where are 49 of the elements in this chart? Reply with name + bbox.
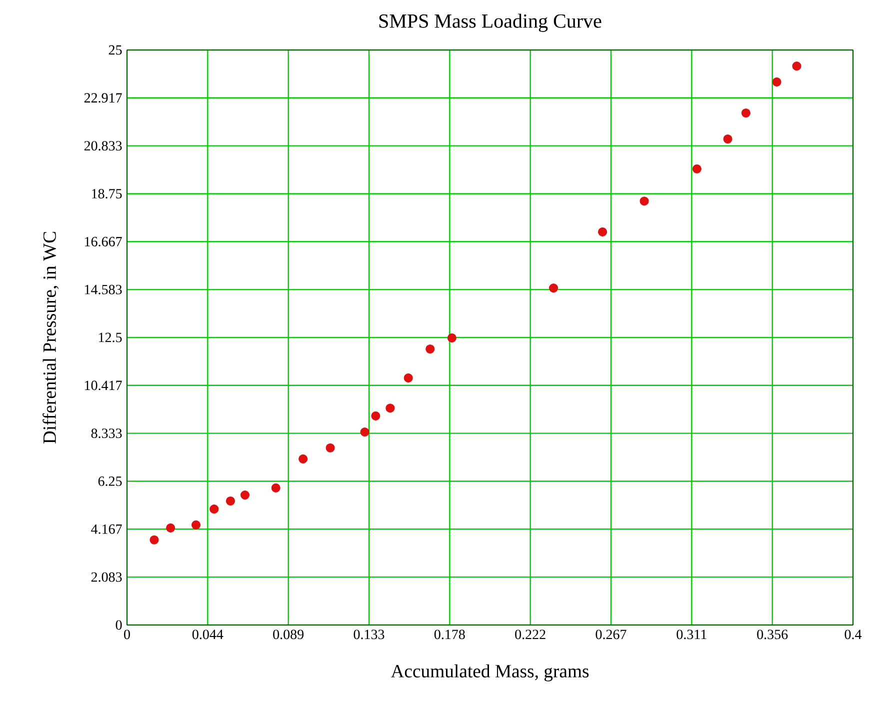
point xyxy=(548,284,558,293)
y-tick-label: 8.333 xyxy=(91,428,122,438)
point xyxy=(326,443,335,452)
y-tick-label: 12.5 xyxy=(99,332,122,342)
x-tick-label: 0.133 xyxy=(354,630,384,640)
point xyxy=(772,77,782,86)
point xyxy=(240,490,250,500)
y-tick-label: 4.167 xyxy=(91,524,122,534)
x-axis-title: Accumulated Mass, grams xyxy=(390,664,589,682)
y-tick-label: 25 xyxy=(108,45,122,55)
x-tick-label: 0.089 xyxy=(273,630,304,640)
point xyxy=(447,333,456,342)
y-tick-label: 18.75 xyxy=(92,188,122,198)
y-tick-label: 6.25 xyxy=(98,476,122,486)
y-tick-label: 22.917 xyxy=(84,93,122,103)
x-tick-label: 0.356 xyxy=(757,630,788,640)
point xyxy=(598,227,608,236)
point xyxy=(191,520,201,530)
point xyxy=(741,108,750,118)
point xyxy=(166,523,176,532)
x-tick-label: 0.222 xyxy=(515,630,546,640)
point xyxy=(426,344,435,354)
point xyxy=(792,62,802,71)
point xyxy=(640,196,649,206)
point xyxy=(371,411,380,420)
point xyxy=(271,483,280,492)
point xyxy=(226,496,235,506)
point xyxy=(386,404,395,413)
y-tick-label: 0 xyxy=(116,620,122,630)
y-tick-label: 16.667 xyxy=(85,236,122,246)
y-axis-title: Differential Pressure, in WC xyxy=(42,232,59,444)
x-tick-label: 0.267 xyxy=(596,630,626,640)
point xyxy=(360,427,370,437)
chart-title: SMPS Mass Loading Curve xyxy=(379,14,602,32)
point xyxy=(150,535,159,544)
point xyxy=(298,454,308,464)
point xyxy=(210,504,219,514)
point xyxy=(723,134,732,144)
x-tick-label: 0.311 xyxy=(676,630,706,640)
x-tick-label: 0.178 xyxy=(434,630,465,640)
y-tick-label: 10.417 xyxy=(85,380,122,390)
y-tick-label: 14.583 xyxy=(85,284,122,294)
point xyxy=(404,373,413,383)
y-tick-label: 20.833 xyxy=(84,141,122,151)
y-tick-label: 2.083 xyxy=(91,572,122,582)
point xyxy=(692,164,702,174)
x-tick-label: 0 xyxy=(124,630,130,640)
x-tick-label: 0.4 xyxy=(844,630,862,640)
x-tick-label: 0.044 xyxy=(192,630,224,640)
